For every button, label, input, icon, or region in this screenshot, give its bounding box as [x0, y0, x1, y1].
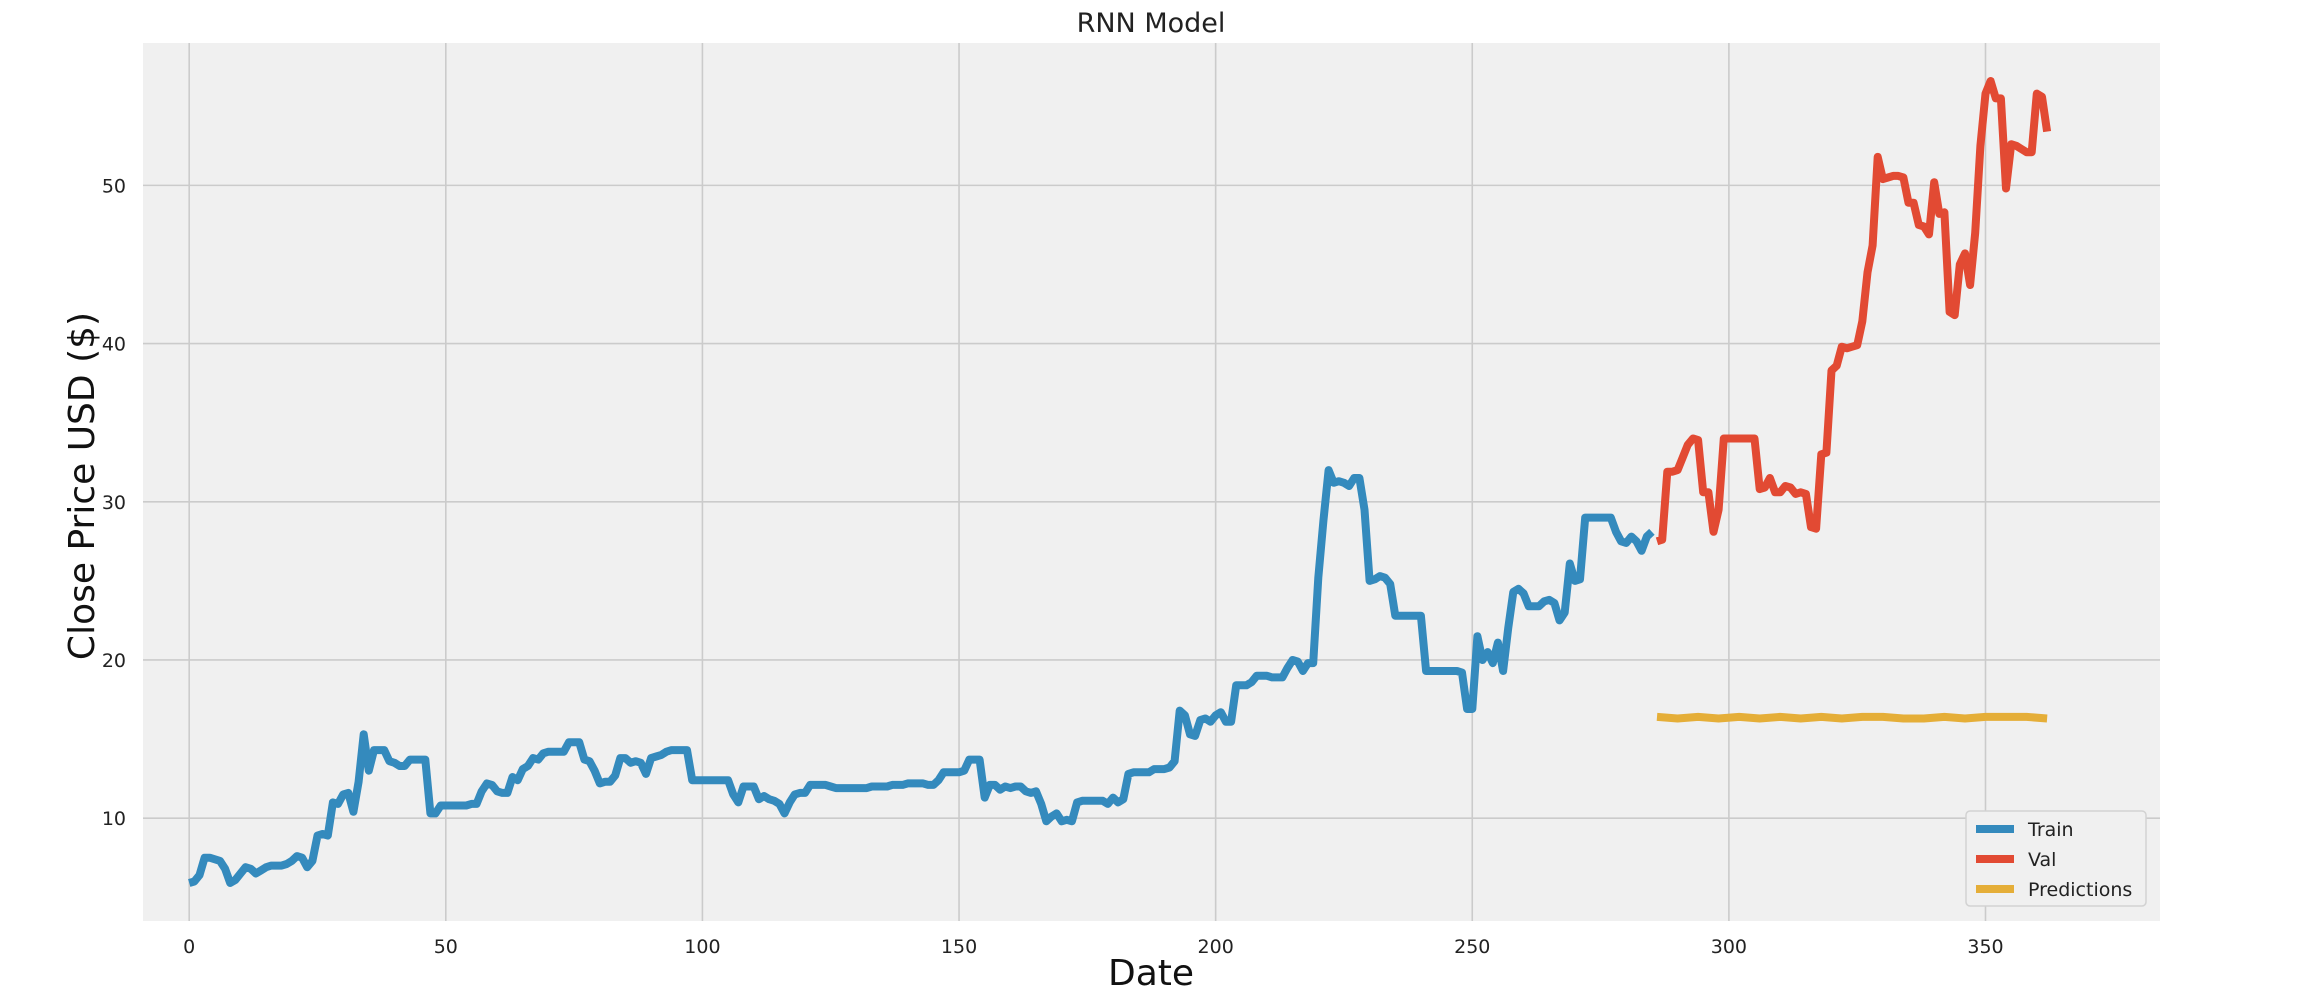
- x-tick-label: 300: [1711, 936, 1747, 958]
- legend-label-val: Val: [2028, 849, 2056, 871]
- x-tick-labels: 0 50 100 150 200 250 300 350: [183, 936, 2003, 958]
- x-tick-label: 50: [434, 936, 458, 958]
- legend-box: [1965, 810, 2147, 907]
- x-tick-label: 250: [1454, 936, 1490, 958]
- y-tick-label: 50: [102, 175, 126, 197]
- y-tick-label: 20: [102, 650, 126, 672]
- y-tick-label: 10: [102, 808, 126, 830]
- legend-label-predictions: Predictions: [2028, 879, 2132, 901]
- series-line-predictions: [1656, 712, 2048, 723]
- x-tick-label: 100: [684, 936, 720, 958]
- y-grid-lines: [143, 184, 2160, 819]
- series-line-train: [188, 466, 1655, 887]
- y-tick-labels: 10 20 30 40 50: [102, 175, 126, 830]
- y-axis-label: Close Price USD ($): [62, 312, 103, 660]
- x-tick-label: 0: [183, 936, 195, 958]
- x-tick-label: 350: [1967, 936, 2003, 958]
- x-tick-label: 150: [941, 936, 977, 958]
- x-tick-label: 200: [1198, 936, 1234, 958]
- series-line-val: [1655, 77, 2052, 546]
- legend-label-train: Train: [2027, 819, 2074, 841]
- chart-title: RNN Model: [1077, 8, 1226, 39]
- y-tick-label: 30: [102, 492, 126, 514]
- series-layer: [188, 77, 2052, 887]
- x-grid-lines: [188, 43, 1987, 921]
- legend: Train Val Predictions: [1965, 810, 2147, 907]
- y-tick-label: 40: [102, 334, 126, 356]
- x-axis-label: Date: [1108, 953, 1194, 994]
